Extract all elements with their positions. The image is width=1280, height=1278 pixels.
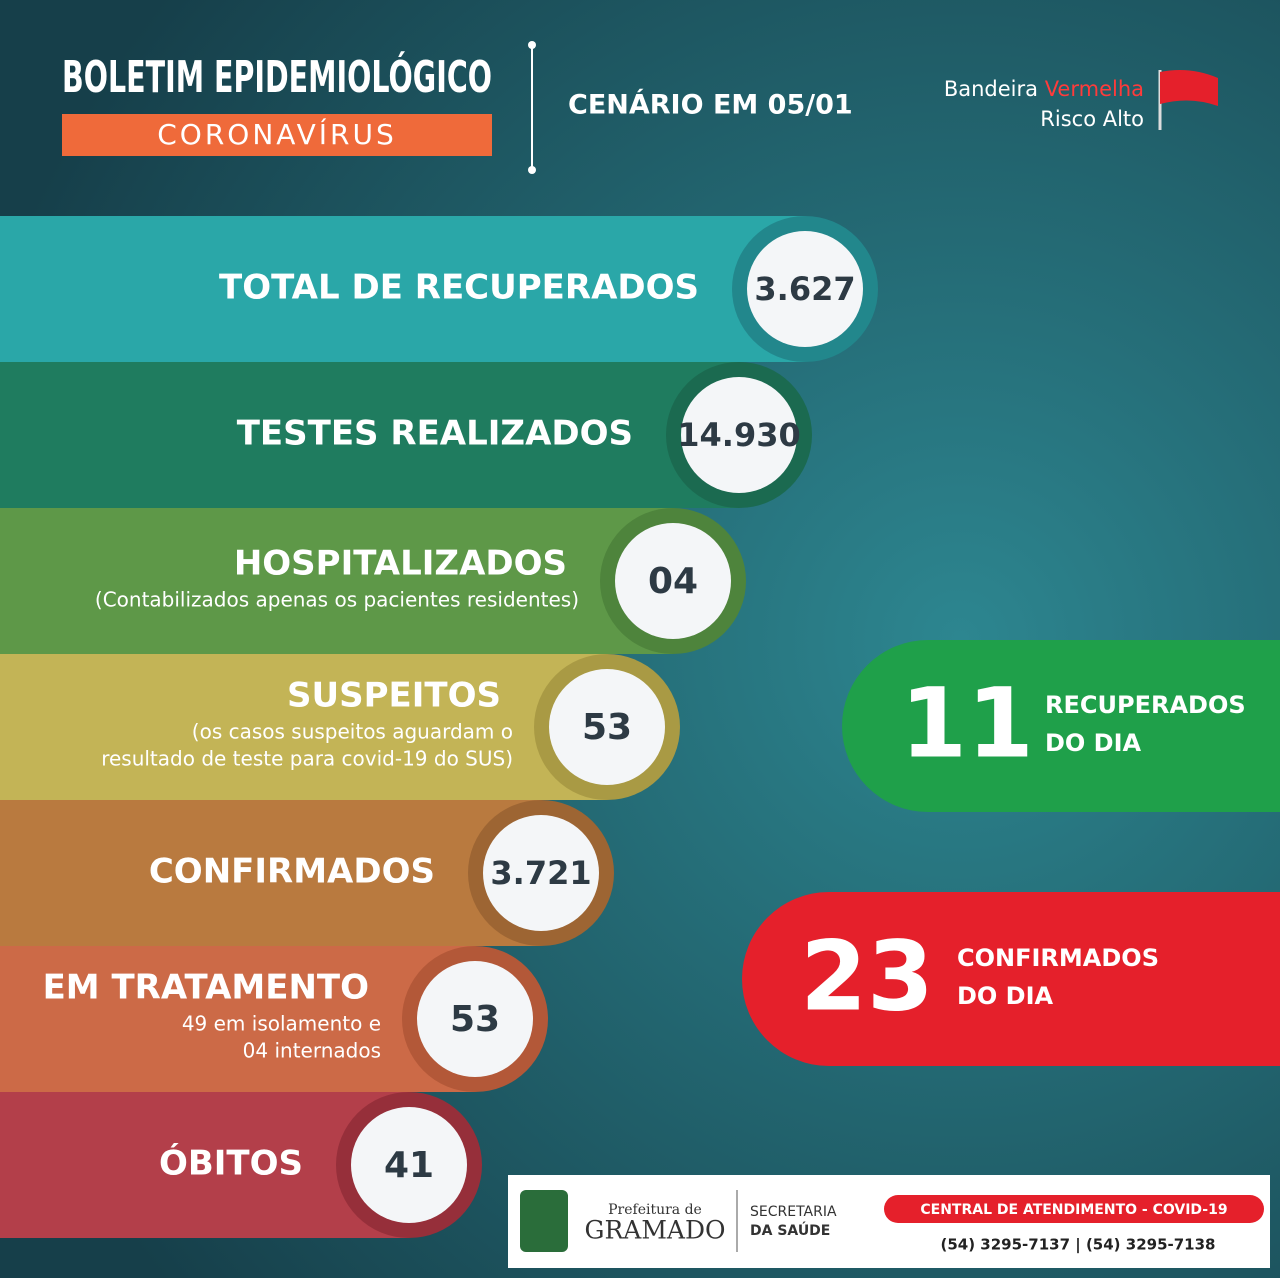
daily: 11 RECUPERADOS DO DIA 23 CONFIRMADOS DO DIA	[742, 640, 1280, 1066]
indicator-bar	[0, 216, 805, 362]
indicator-label: CONFIRMADOS	[149, 852, 435, 892]
prefeitura: Prefeitura de	[608, 1202, 702, 1218]
central-box	[884, 1195, 1264, 1223]
divider-dot	[528, 41, 536, 49]
value-circle	[615, 523, 731, 639]
indicator-bar	[0, 946, 475, 1092]
central: CENTRAL DE ATENDIMENTO - COVID-19	[920, 1202, 1227, 1218]
indicator-bar	[0, 654, 607, 800]
coat-of-arms	[520, 1190, 568, 1252]
value-circle	[681, 377, 797, 493]
indicator-label: EM TRATAMENTO	[43, 968, 369, 1008]
flag-line1: Bandeira Vermelha	[944, 77, 1144, 101]
flag-line2: Risco Alto	[1040, 107, 1144, 131]
indicator-value: 04	[648, 561, 698, 602]
city: GRAMADO	[584, 1216, 725, 1245]
indicator-note: (os casos suspeitos aguardam o	[192, 720, 513, 744]
daily-label: CONFIRMADOS	[957, 944, 1159, 972]
indicator-value: 53	[450, 999, 500, 1040]
indicator-label: TOTAL DE RECUPERADOS	[219, 268, 699, 308]
title: BOLETIM EPIDEMIOLÓGICO	[62, 50, 492, 103]
indicator-value: 41	[384, 1145, 434, 1186]
value-circle	[747, 231, 863, 347]
indicator-value: 3.721	[490, 854, 591, 892]
indicator-value: 14.930	[677, 416, 800, 454]
indicator-bar	[0, 362, 739, 508]
phones: (54) 3295-7137 | (54) 3295-7138	[941, 1236, 1216, 1255]
divider-dot	[528, 166, 536, 174]
daily-label: RECUPERADOS	[1045, 691, 1246, 719]
daily-label: DO DIA	[1045, 729, 1142, 757]
daily-pill	[842, 640, 1280, 812]
flag-word: Bandeira	[944, 77, 1038, 101]
indicators: 3.627 TOTAL DE RECUPERADOS 14.930 TESTES RE…	[0, 216, 878, 1238]
value-circle	[483, 815, 599, 931]
indicator-note: (Contabilizados apenas os pacientes resi…	[95, 588, 579, 612]
flag	[1160, 70, 1218, 106]
indicator-value: 3.627	[754, 270, 855, 308]
daily-value: 23	[800, 920, 934, 1032]
subtitle-box	[62, 114, 492, 156]
indicator-note: 49 em isolamento e	[182, 1012, 381, 1036]
secretaria: DA SAÚDE	[750, 1221, 830, 1239]
value-circle	[417, 961, 533, 1077]
indicator-label: HOSPITALIZADOS	[234, 544, 567, 584]
indicator-bar	[0, 508, 673, 654]
daily-value: 11	[900, 667, 1034, 779]
indicator-value: 53	[582, 707, 632, 748]
indicator-label: TESTES REALIZADOS	[237, 414, 633, 454]
daily-pill	[742, 892, 1280, 1066]
scenario: CENÁRIO EM 05/01	[568, 89, 853, 121]
subtitle: CORONAVÍRUS	[157, 117, 397, 151]
indicator-note: resultado de teste para covid-19 do SUS)	[101, 747, 513, 771]
indicator-bar	[0, 800, 541, 946]
indicator-note: 04 internados	[243, 1039, 381, 1063]
flag-word: Vermelha	[1045, 77, 1144, 101]
indicator-label: SUSPEITOS	[287, 676, 501, 716]
indicator-label: ÓBITOS	[159, 1143, 303, 1184]
value-circle	[351, 1107, 467, 1223]
value-circle	[549, 669, 665, 785]
secretaria: SECRETARIA	[750, 1204, 837, 1220]
daily-label: DO DIA	[957, 982, 1054, 1010]
